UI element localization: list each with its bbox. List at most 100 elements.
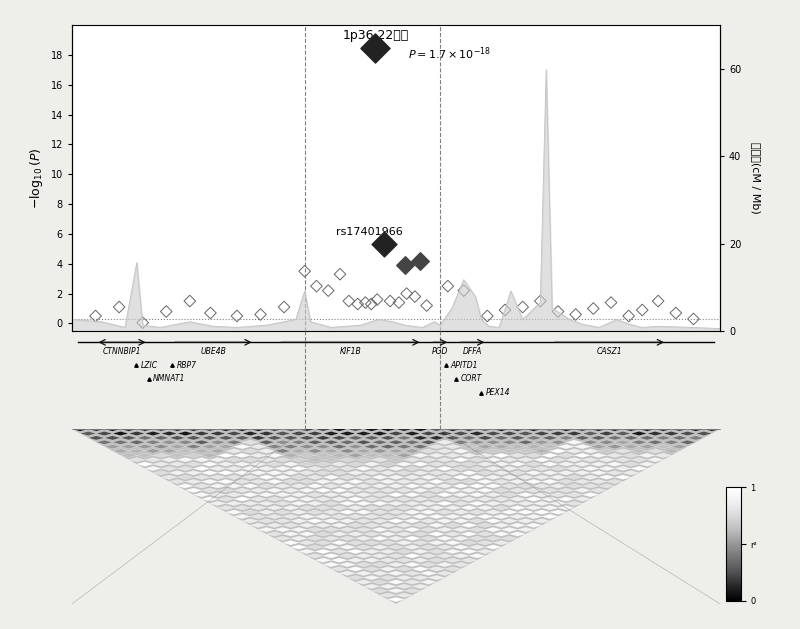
Polygon shape — [469, 519, 485, 523]
Text: $P = 1.7\times10^{-18}$: $P = 1.7\times10^{-18}$ — [408, 45, 490, 62]
Polygon shape — [663, 440, 679, 445]
Polygon shape — [121, 436, 137, 440]
Polygon shape — [226, 431, 242, 436]
Polygon shape — [170, 453, 186, 457]
Polygon shape — [372, 519, 388, 523]
Polygon shape — [396, 470, 412, 475]
Polygon shape — [258, 493, 274, 497]
Polygon shape — [290, 527, 307, 532]
Polygon shape — [388, 598, 404, 602]
Polygon shape — [331, 540, 347, 545]
Polygon shape — [323, 536, 339, 540]
Polygon shape — [290, 493, 307, 497]
Polygon shape — [477, 436, 493, 440]
Point — [481, 311, 494, 321]
Polygon shape — [290, 536, 307, 540]
Polygon shape — [412, 436, 429, 440]
Polygon shape — [218, 445, 234, 449]
Polygon shape — [558, 445, 574, 449]
Polygon shape — [502, 493, 518, 497]
Polygon shape — [380, 549, 396, 554]
Polygon shape — [485, 466, 502, 470]
Polygon shape — [477, 462, 493, 466]
Polygon shape — [582, 493, 598, 497]
Polygon shape — [550, 431, 566, 436]
Point — [160, 306, 173, 316]
Polygon shape — [331, 445, 347, 449]
Polygon shape — [153, 445, 170, 449]
Polygon shape — [250, 506, 266, 510]
Polygon shape — [404, 484, 420, 488]
Polygon shape — [420, 457, 437, 462]
Polygon shape — [477, 470, 493, 475]
Point — [369, 43, 382, 53]
Polygon shape — [298, 540, 315, 545]
Polygon shape — [388, 501, 404, 506]
Polygon shape — [290, 510, 307, 515]
Polygon shape — [186, 453, 202, 457]
Polygon shape — [404, 440, 420, 445]
Polygon shape — [274, 449, 290, 453]
Polygon shape — [298, 549, 315, 554]
Polygon shape — [372, 475, 388, 479]
Polygon shape — [210, 440, 226, 445]
Polygon shape — [671, 445, 688, 449]
Polygon shape — [355, 510, 372, 515]
Polygon shape — [307, 501, 323, 506]
Polygon shape — [502, 449, 518, 453]
Polygon shape — [274, 493, 290, 497]
Polygon shape — [412, 445, 429, 449]
Polygon shape — [542, 497, 558, 501]
Polygon shape — [355, 554, 372, 558]
Polygon shape — [315, 515, 331, 519]
Polygon shape — [429, 445, 445, 449]
Polygon shape — [663, 431, 679, 436]
Polygon shape — [323, 431, 339, 436]
Polygon shape — [502, 527, 518, 532]
Polygon shape — [502, 466, 518, 470]
Polygon shape — [315, 532, 331, 536]
Polygon shape — [226, 501, 242, 506]
Polygon shape — [339, 449, 355, 453]
Polygon shape — [323, 545, 339, 549]
Polygon shape — [590, 436, 606, 440]
Polygon shape — [178, 466, 194, 470]
Polygon shape — [218, 427, 234, 431]
Polygon shape — [194, 484, 210, 488]
Polygon shape — [104, 436, 121, 440]
Point — [570, 309, 582, 320]
Text: PGD: PGD — [432, 347, 448, 357]
Polygon shape — [412, 453, 429, 457]
Polygon shape — [234, 427, 250, 431]
Polygon shape — [347, 445, 363, 449]
Polygon shape — [412, 558, 429, 562]
Polygon shape — [510, 532, 526, 536]
Point — [552, 306, 565, 316]
Polygon shape — [429, 549, 445, 554]
Polygon shape — [282, 506, 298, 510]
Polygon shape — [437, 466, 453, 470]
Polygon shape — [598, 466, 614, 470]
Polygon shape — [485, 457, 502, 462]
Polygon shape — [582, 457, 598, 462]
Polygon shape — [420, 554, 437, 558]
Polygon shape — [121, 453, 137, 457]
Polygon shape — [210, 457, 226, 462]
Polygon shape — [380, 436, 396, 440]
Polygon shape — [96, 431, 113, 436]
Polygon shape — [614, 440, 631, 445]
Polygon shape — [412, 584, 429, 589]
Polygon shape — [266, 515, 282, 519]
Polygon shape — [704, 427, 720, 431]
Polygon shape — [307, 449, 323, 453]
Polygon shape — [606, 479, 622, 484]
Polygon shape — [266, 453, 282, 457]
Polygon shape — [461, 532, 477, 536]
Polygon shape — [582, 431, 598, 436]
Polygon shape — [266, 462, 282, 466]
Polygon shape — [372, 545, 388, 549]
Polygon shape — [429, 532, 445, 536]
Polygon shape — [290, 545, 307, 549]
Polygon shape — [331, 488, 347, 493]
Polygon shape — [242, 449, 258, 453]
